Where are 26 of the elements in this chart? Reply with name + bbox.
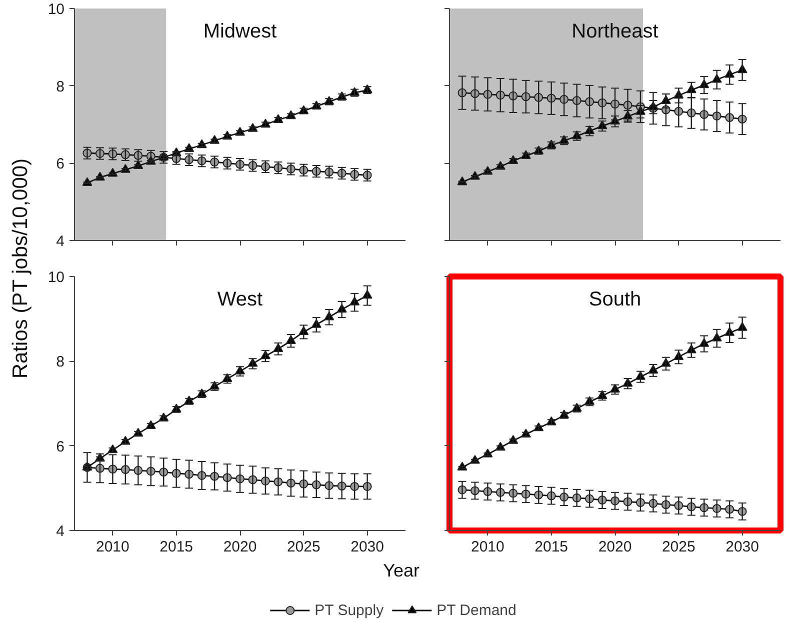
y-tick-label: 6: [56, 156, 64, 173]
x-tick-label: 2030: [350, 538, 384, 556]
y-tick-label: 10: [48, 269, 65, 286]
x-tick-label: 2010: [471, 538, 504, 556]
x-tick-label: 2030: [726, 538, 759, 556]
x-tick-label: 2010: [96, 538, 130, 556]
x-tick-label: 2020: [598, 538, 632, 556]
x-tick-label: 2025: [286, 538, 320, 556]
text: Midwest: [203, 20, 278, 42]
text: West: [217, 288, 264, 310]
legend-label: PT Supply: [314, 602, 384, 618]
legend-label: PT Demand: [436, 602, 516, 618]
y-tick-label: 4: [56, 523, 64, 540]
x-tick-label: 2015: [534, 538, 568, 556]
x-tick-label: 2025: [662, 538, 696, 556]
y-tick-label: 6: [56, 438, 64, 456]
y-axis-title: Ratios (PT jobs/10,000): [8, 158, 32, 379]
x-tick-label: 2015: [160, 538, 194, 556]
y-tick-label: 8: [56, 354, 64, 371]
y-tick-label: 4: [56, 233, 64, 250]
x-tick-label: 2020: [223, 538, 257, 556]
y-tick-label: 8: [56, 78, 64, 96]
text: Northeast: [572, 20, 659, 42]
text: South: [588, 288, 642, 310]
y-tick-label: 10: [48, 1, 65, 18]
x-axis-title: Year: [383, 560, 420, 580]
